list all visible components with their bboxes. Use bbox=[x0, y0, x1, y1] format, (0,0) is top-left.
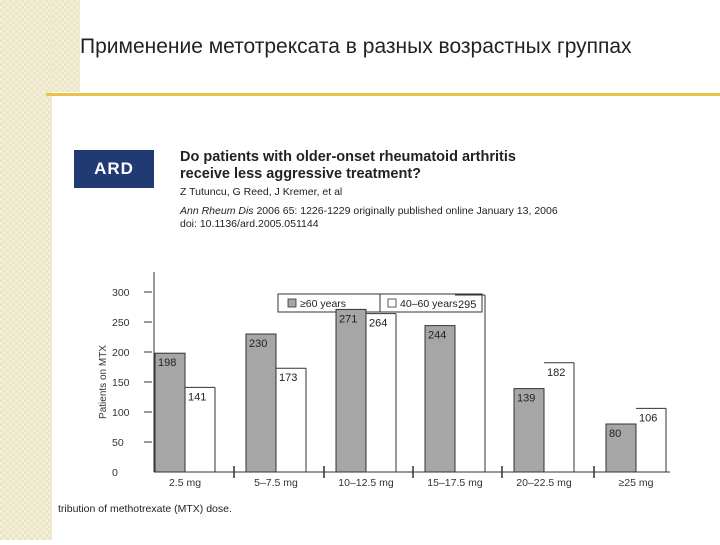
legend-label-older: ≥60 years bbox=[300, 298, 346, 310]
bar-value-label: 173 bbox=[279, 372, 297, 384]
y-tick-label: 250 bbox=[112, 317, 130, 329]
paper-title-line-2: receive less aggressive treatment? bbox=[180, 166, 421, 182]
bar-value-label: 244 bbox=[428, 330, 446, 342]
y-tick-label: 150 bbox=[112, 377, 130, 389]
ard-logo: ARD bbox=[74, 150, 154, 188]
bar-value-label: 106 bbox=[639, 412, 657, 424]
legend-swatch-younger bbox=[387, 298, 397, 308]
legend-swatch-older bbox=[287, 298, 297, 308]
bar-older-3 bbox=[424, 325, 456, 473]
bar-value-label: 139 bbox=[517, 393, 535, 405]
bar-value-label: 80 bbox=[609, 428, 621, 440]
x-axis: 2.5 mg 5–7.5 mg 10–12.5 mg 15–17.5 mg 20–22.… bbox=[154, 466, 670, 489]
figure-caption: tribution of methotrexate (MTX) dose. bbox=[58, 503, 232, 515]
legend-label-younger: 40–60 years bbox=[400, 298, 458, 310]
bars: 198 141 230 173 271 264 244 295 139 182 80 106 bbox=[154, 294, 667, 473]
x-tick-label: 10–12.5 mg bbox=[338, 477, 394, 489]
bar-value-label: 264 bbox=[369, 318, 387, 330]
paper-title-line-1: Do patients with older-onset rheumatoid … bbox=[180, 149, 516, 165]
chart-legend: ≥60 years 40–60 years bbox=[277, 293, 483, 313]
y-axis-label: Patients on MTX bbox=[98, 345, 109, 419]
paper-citation-details: 2006 65: 1226-1229 originally published … bbox=[253, 205, 558, 217]
bar-value-label: 230 bbox=[249, 338, 267, 350]
bar-value-label: 295 bbox=[458, 299, 476, 311]
paper-title: Do patients with older-onset rheumatoid … bbox=[180, 149, 660, 183]
title-underline bbox=[46, 93, 720, 96]
bar-value-label: 141 bbox=[188, 391, 206, 403]
paper-doi: doi: 10.1136/ard.2005.051144 bbox=[180, 218, 319, 230]
bar-value-label: 182 bbox=[547, 367, 565, 379]
bar-value-label: 198 bbox=[158, 357, 176, 369]
x-tick-label: 2.5 mg bbox=[169, 477, 201, 489]
bar-older-4 bbox=[513, 388, 545, 473]
bar-older-1 bbox=[245, 333, 277, 473]
top-decorative-band bbox=[52, 0, 80, 92]
y-axis: 050100150200250300350Patients on MTX bbox=[98, 257, 155, 479]
paper-authors: Z Tutuncu, G Reed, J Kremer, et al bbox=[180, 186, 343, 198]
x-tick-label: ≥25 mg bbox=[619, 477, 654, 489]
y-tick-label: 50 bbox=[112, 437, 124, 449]
y-tick-label: 100 bbox=[112, 407, 130, 419]
bar-value-label: 271 bbox=[339, 313, 357, 325]
x-tick-label: 20–22.5 mg bbox=[516, 477, 572, 489]
bar-older-2 bbox=[335, 308, 367, 473]
x-tick-label: 5–7.5 mg bbox=[254, 477, 298, 489]
y-tick-label: 200 bbox=[112, 347, 130, 359]
paper-citation: Ann Rheum Dis 2006 65: 1226-1229 origina… bbox=[180, 205, 660, 231]
bar-older-0 bbox=[154, 352, 186, 473]
bar-older-5 bbox=[605, 423, 637, 473]
y-tick-label: 0 bbox=[112, 467, 118, 479]
left-decorative-band bbox=[0, 0, 52, 540]
y-tick-label: 300 bbox=[112, 287, 130, 299]
slide-title: Применение метотрексата в разных возраст… bbox=[80, 35, 632, 58]
x-tick-label: 15–17.5 mg bbox=[427, 477, 483, 489]
paper-journal: Ann Rheum Dis bbox=[180, 205, 254, 217]
